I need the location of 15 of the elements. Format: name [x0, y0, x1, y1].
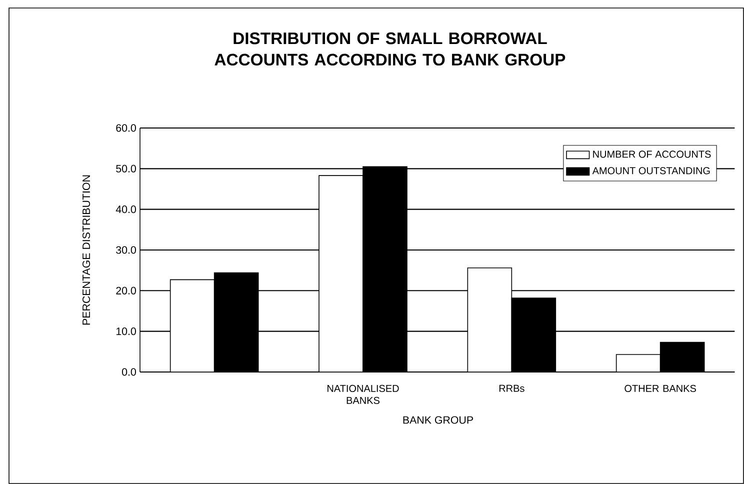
- y-tick-label: 40.0: [116, 206, 136, 214]
- y-tick-label: 0.0: [122, 368, 136, 376]
- y-tick-label: 60.0: [116, 124, 136, 132]
- x-tick-label: NATIONALISED BANKS: [328, 384, 399, 404]
- y-tick-label: 20.0: [116, 286, 136, 294]
- x-tick-label: OTHER BANKS: [624, 384, 696, 392]
- chart-title: DISTRIBUTION OF SMALL BORROWAL ACCOUNTS ACCORDING TO BANK GROUP: [214, 32, 566, 66]
- legend-label: AMOUNT OUTSTANDING: [592, 167, 710, 174]
- x-axis-title: BANK GROUP: [403, 416, 473, 424]
- y-tick-label: 30.0: [116, 246, 136, 254]
- legend-label: NUMBER OF ACCOUNTS: [593, 150, 711, 158]
- y-axis-title: PERCENTAGE DISTRIBUTION: [82, 175, 90, 325]
- x-tick-label: RRBs: [499, 384, 524, 392]
- y-tick-label: 50.0: [116, 164, 136, 172]
- y-tick-label: 10.0: [116, 328, 136, 336]
